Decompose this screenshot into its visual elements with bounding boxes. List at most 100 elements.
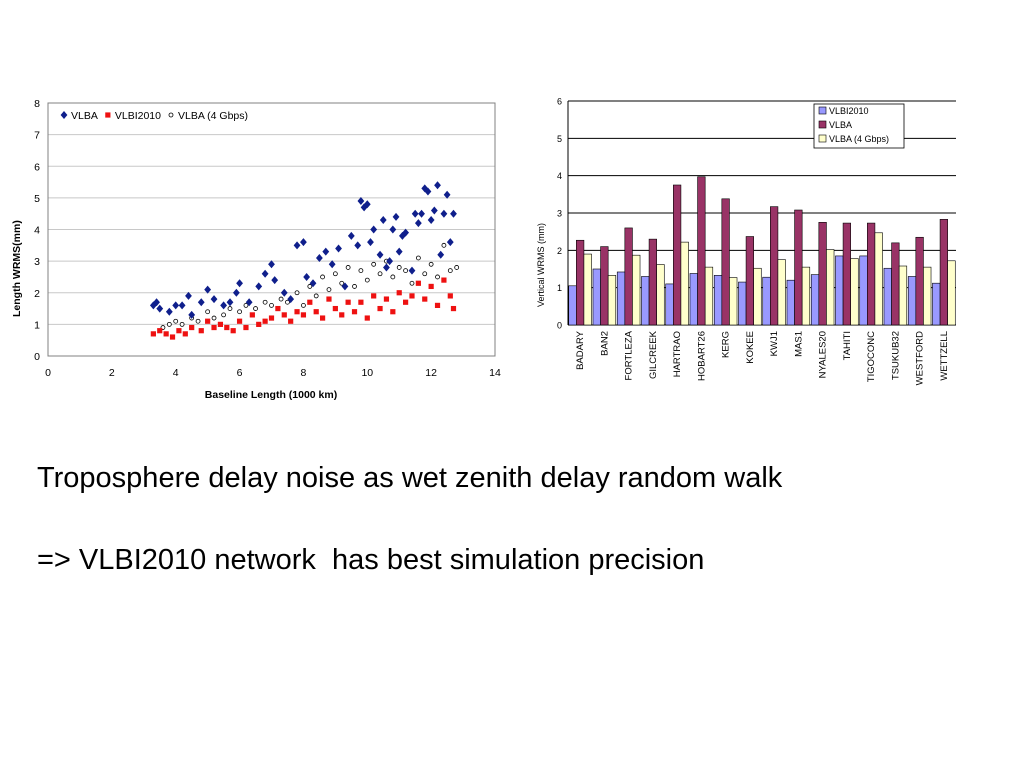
scatter-point bbox=[315, 253, 323, 262]
scatter-point bbox=[341, 282, 349, 291]
bar bbox=[721, 198, 730, 326]
bar-legend-swatch bbox=[818, 120, 827, 129]
scatter-point bbox=[395, 247, 403, 256]
scatter-point bbox=[166, 321, 172, 327]
scatter-y-tick-label: 2 bbox=[34, 288, 40, 300]
scatter-point bbox=[328, 260, 336, 269]
scatter-point bbox=[313, 309, 319, 315]
scatter-point bbox=[230, 328, 236, 334]
scatter-point bbox=[351, 309, 358, 315]
scatter-point bbox=[287, 295, 295, 304]
bar-legend-box bbox=[813, 103, 905, 149]
bar-y-tick-label: 5 bbox=[557, 134, 562, 144]
bar bbox=[713, 275, 723, 326]
scatter-point bbox=[363, 200, 371, 209]
bar-category-label: MAS1 bbox=[793, 331, 804, 357]
bar-category-label: WETTZELL bbox=[939, 331, 950, 381]
scatter-point bbox=[319, 315, 326, 321]
scatter-point bbox=[367, 238, 374, 247]
bar-category-label: KERG bbox=[721, 331, 732, 358]
scatter-point bbox=[205, 318, 211, 324]
scatter-y-tick-label: 6 bbox=[34, 161, 40, 173]
bar bbox=[680, 241, 689, 326]
bar bbox=[738, 281, 747, 326]
bar bbox=[883, 267, 892, 326]
scatter-point bbox=[345, 299, 351, 305]
scatter-x-tick-label: 6 bbox=[237, 367, 243, 379]
scatter-point bbox=[320, 274, 325, 280]
scatter-points bbox=[149, 181, 460, 340]
bar-category-label: BAN2 bbox=[599, 331, 610, 356]
scatter-point bbox=[383, 263, 390, 272]
scatter-point bbox=[307, 284, 313, 289]
scatter-point bbox=[371, 261, 377, 267]
scatter-point bbox=[441, 277, 447, 283]
scatter-point bbox=[172, 301, 180, 310]
scatter-point bbox=[294, 309, 300, 315]
scatter-gridlines bbox=[48, 134, 495, 325]
bar bbox=[898, 265, 908, 326]
scatter-point bbox=[347, 231, 355, 240]
scatter-point bbox=[281, 312, 287, 318]
scatter-point bbox=[409, 280, 415, 286]
bar bbox=[842, 222, 851, 326]
scatter-point bbox=[434, 181, 441, 190]
scatter-point bbox=[390, 274, 396, 280]
scatter-point bbox=[409, 293, 415, 299]
bar-category-label: BADARY bbox=[575, 330, 586, 370]
bar-legend-swatch bbox=[818, 106, 827, 115]
scatter-y-tick-label: 0 bbox=[34, 351, 40, 363]
bar bbox=[656, 264, 665, 326]
scatter-point bbox=[364, 315, 370, 321]
scatter-point bbox=[271, 276, 279, 285]
bar bbox=[794, 209, 803, 326]
bar-category-label: TSUKUB32 bbox=[890, 331, 901, 380]
scatter-x-tick-label: 14 bbox=[489, 367, 501, 379]
bar bbox=[607, 275, 617, 326]
scatter-point bbox=[379, 216, 387, 225]
scatter-point bbox=[424, 187, 432, 196]
bar-category-label: FORTLEZA bbox=[624, 330, 635, 380]
scatter-point bbox=[204, 285, 212, 294]
scatter-point bbox=[422, 296, 428, 302]
bar-y-tick-label: 2 bbox=[557, 246, 562, 256]
scatter-point bbox=[392, 212, 400, 221]
scatter-legend: VLBA VLBI2010 VLBA (4 Gbps) bbox=[60, 110, 248, 122]
scatter-point bbox=[414, 219, 422, 228]
scatter-point bbox=[280, 288, 288, 297]
scatter-point bbox=[354, 241, 362, 250]
scatter-point bbox=[386, 257, 394, 266]
scatter-point bbox=[370, 225, 378, 234]
scatter-point bbox=[332, 305, 338, 312]
bar bbox=[826, 249, 835, 326]
scatter-point bbox=[153, 298, 160, 307]
scatter-point bbox=[408, 266, 416, 275]
scatter-point bbox=[383, 296, 390, 302]
scatter-y-tick-label: 3 bbox=[34, 256, 40, 268]
scatter-y-tick-label: 5 bbox=[34, 193, 40, 205]
bar bbox=[867, 222, 876, 326]
bar bbox=[600, 246, 609, 326]
bar-category-label: KWJ1 bbox=[769, 331, 780, 356]
bar-legend-label: VLBI2010 bbox=[829, 106, 869, 116]
bar-y-axis-label: Vertical WRMS (mm) bbox=[536, 223, 546, 307]
bar bbox=[923, 266, 932, 326]
bar-y-tick-label: 4 bbox=[557, 171, 562, 181]
scatter-point bbox=[403, 268, 409, 274]
scatter-x-tick-label: 0 bbox=[45, 367, 51, 379]
scatter-point bbox=[390, 309, 396, 315]
scatter-point bbox=[428, 283, 434, 290]
scatter-point bbox=[236, 279, 243, 288]
bar bbox=[704, 266, 714, 326]
bar-category-label: NYALES20 bbox=[818, 331, 829, 378]
bar-category-label: HOBART26 bbox=[696, 331, 707, 381]
scatter-point bbox=[220, 301, 228, 310]
scatter-point bbox=[185, 291, 192, 300]
scatter-point bbox=[189, 324, 195, 331]
scatter-point bbox=[427, 216, 435, 225]
bar bbox=[568, 285, 577, 326]
scatter-point bbox=[446, 238, 454, 247]
bar bbox=[907, 276, 917, 326]
scatter-point bbox=[352, 284, 357, 289]
